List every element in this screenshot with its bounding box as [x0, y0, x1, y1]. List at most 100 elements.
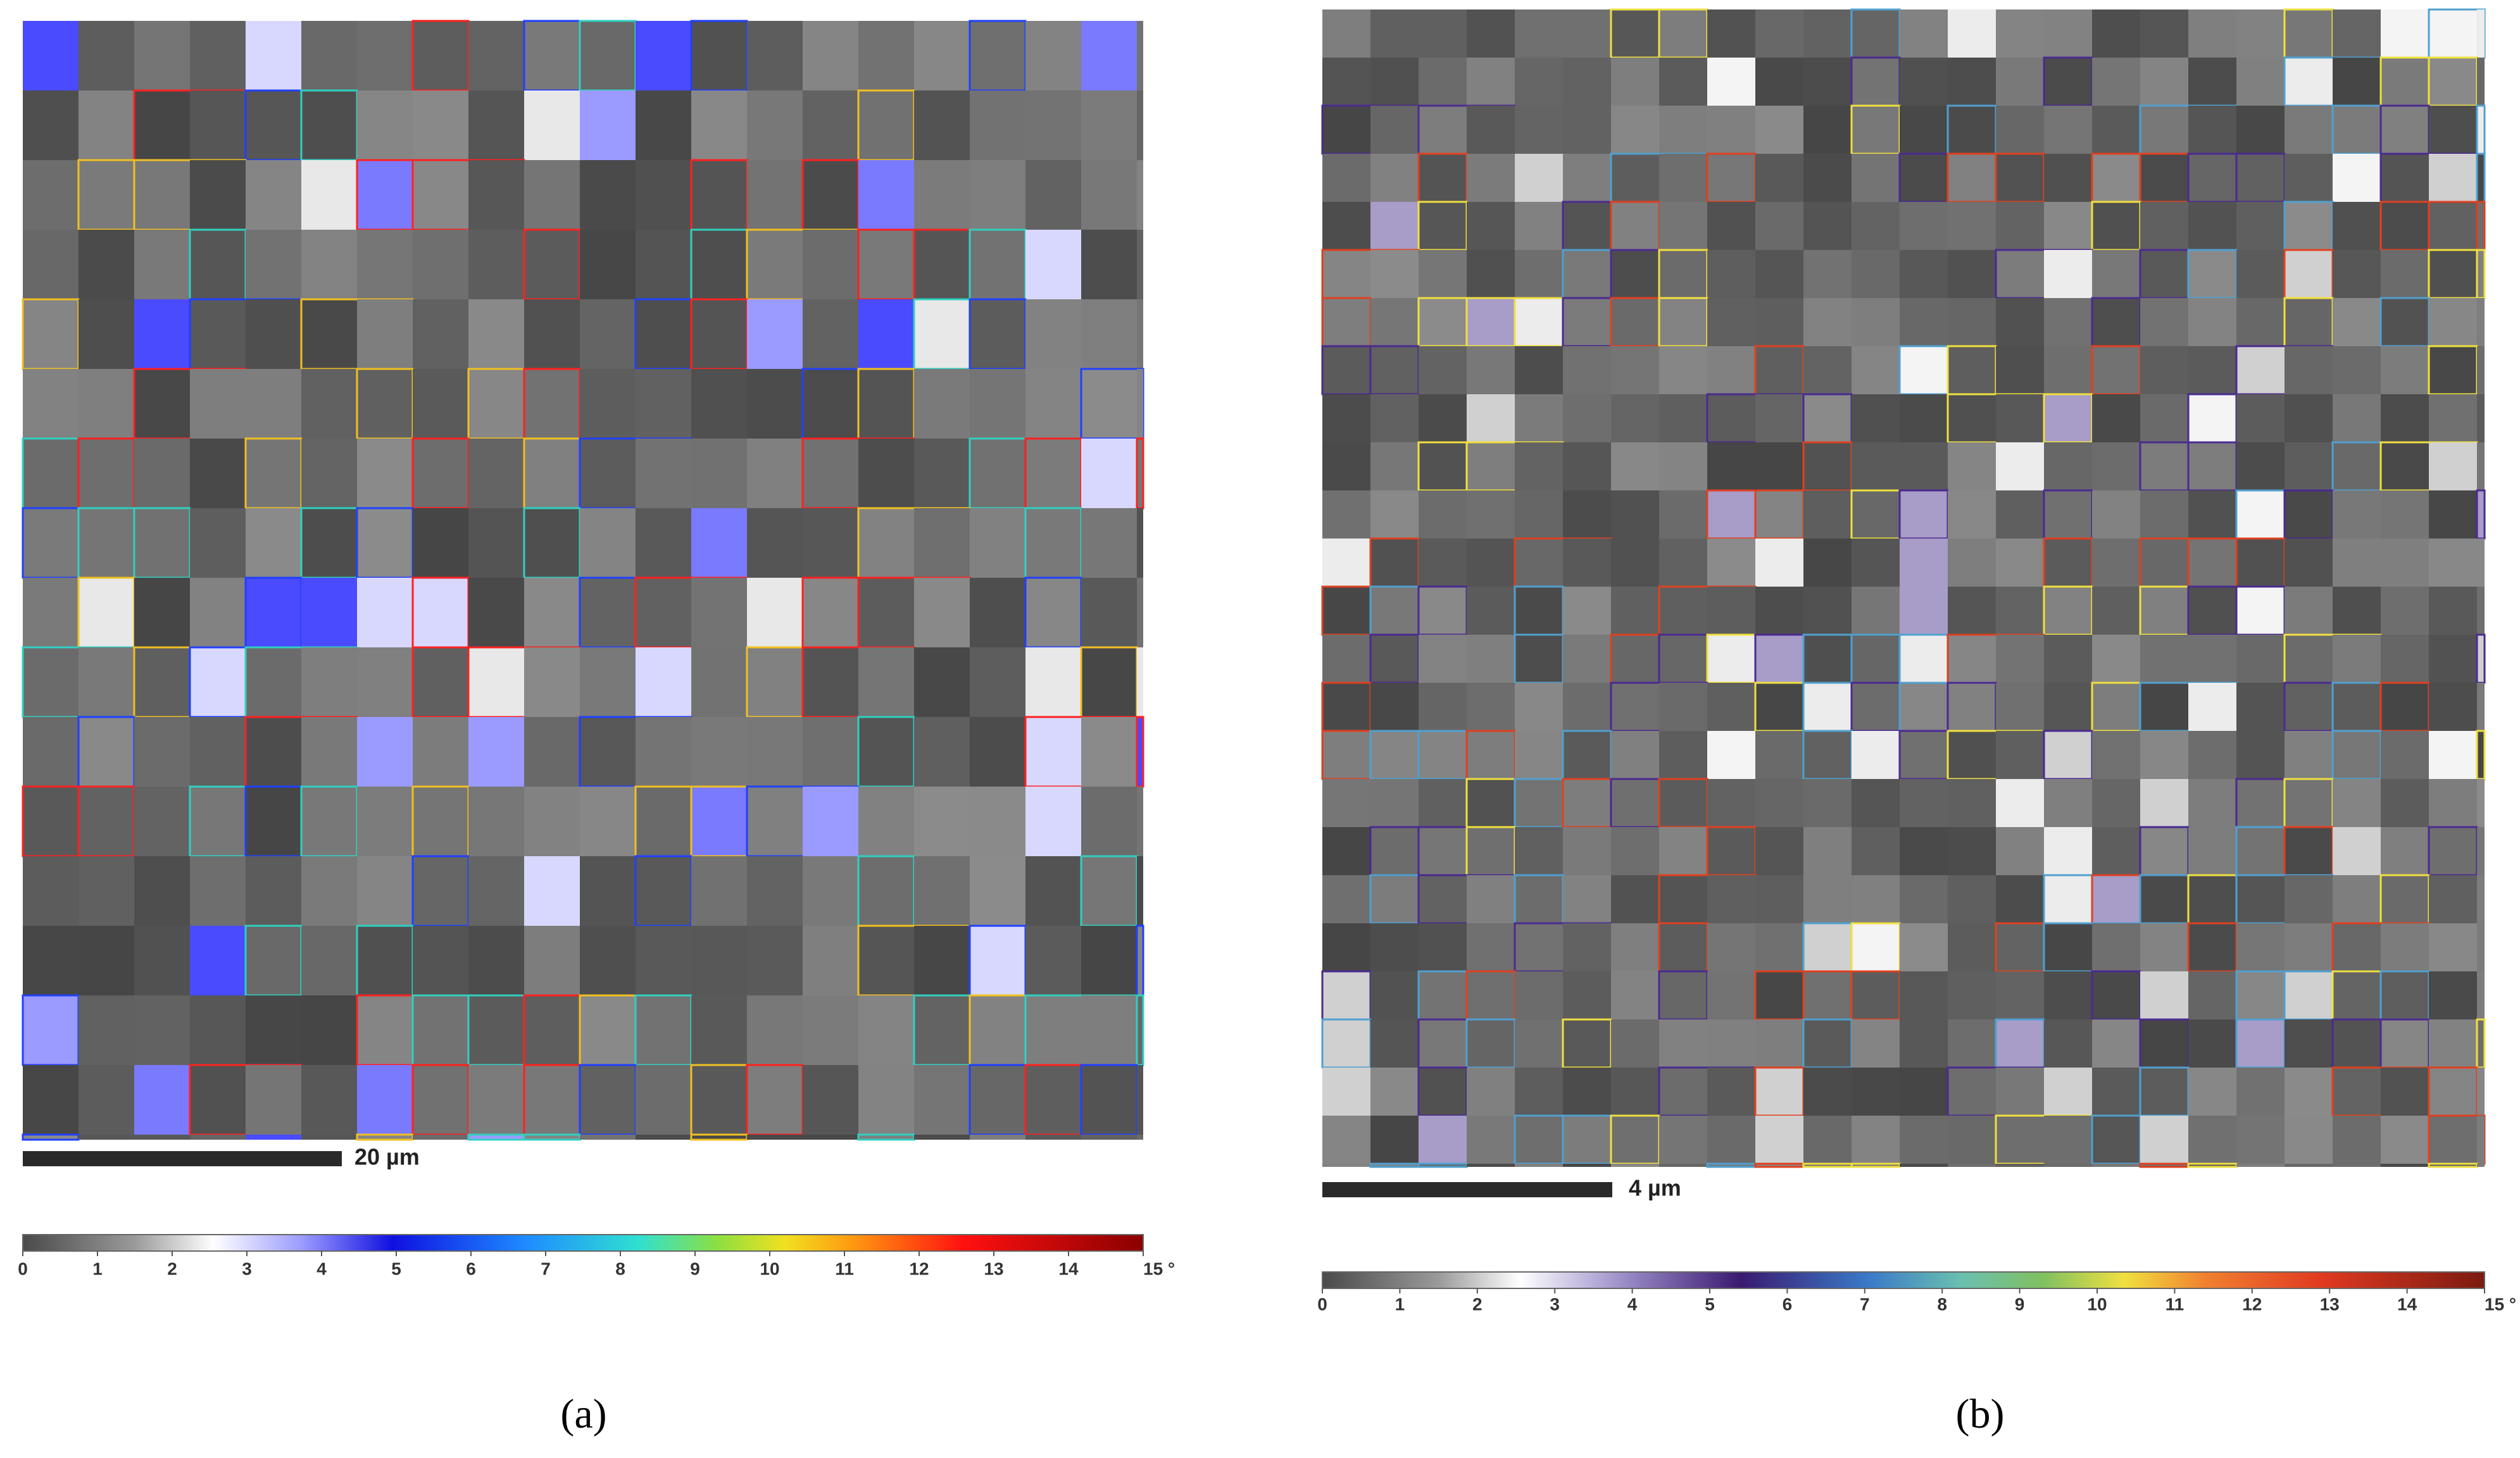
- grain: [690, 20, 748, 92]
- grain: [1707, 346, 1755, 394]
- grain: [2477, 827, 2485, 875]
- grain: [2477, 779, 2485, 827]
- grain: [1948, 9, 1996, 58]
- grain: [2187, 585, 2238, 636]
- grain: [2236, 923, 2285, 971]
- grain: [1369, 633, 1420, 684]
- grain: [2429, 1019, 2485, 1068]
- grain: [2092, 923, 2140, 971]
- grain: [2476, 489, 2486, 540]
- grain: [77, 785, 135, 857]
- grain: [1514, 633, 1564, 684]
- tick-label: 3: [242, 1259, 252, 1278]
- grain: [2477, 539, 2485, 587]
- grain: [803, 508, 858, 578]
- grain: [2236, 1068, 2285, 1116]
- grain: [1467, 587, 1515, 635]
- grain: [1946, 345, 1997, 396]
- grain: [1995, 1018, 2045, 1069]
- grain: [1080, 1064, 1138, 1136]
- tick-label: 10: [2087, 1294, 2107, 1314]
- grain: [1850, 922, 1901, 973]
- grain: [1659, 1019, 1707, 1068]
- grain: [1658, 249, 1708, 299]
- grain: [1369, 345, 1420, 396]
- grain: [1995, 153, 2045, 203]
- grain: [969, 20, 1027, 92]
- grain: [134, 21, 190, 90]
- grain: [2092, 587, 2140, 635]
- grain: [691, 717, 747, 787]
- grain: [1024, 507, 1082, 579]
- grain: [2188, 1116, 2236, 1164]
- grain: [691, 647, 747, 717]
- grain: [1515, 250, 1563, 298]
- grain: [1025, 1135, 1081, 1140]
- grain: [1563, 154, 1611, 202]
- grain: [468, 926, 524, 995]
- grain: [1514, 585, 1564, 636]
- grain: [1659, 490, 1707, 539]
- grain: [914, 647, 970, 717]
- grain: [301, 647, 357, 717]
- grain: [1563, 9, 1611, 58]
- grain: [858, 995, 914, 1065]
- grain: [1948, 202, 1996, 250]
- grain: [970, 160, 1025, 230]
- grain: [1322, 779, 1370, 827]
- grain: [1419, 394, 1467, 442]
- grain: [1024, 1064, 1082, 1136]
- grain: [1137, 787, 1143, 856]
- grain: [190, 926, 246, 995]
- grain: [1562, 201, 1612, 251]
- grain: [2477, 1068, 2485, 1116]
- grain: [1417, 1162, 1468, 1168]
- grain: [2285, 1019, 2333, 1068]
- grain: [803, 926, 858, 995]
- tick-label: 2: [1472, 1294, 1483, 1314]
- grain: [2283, 778, 2334, 828]
- grain: [2477, 923, 2485, 971]
- grain: [747, 1135, 803, 1140]
- grain: [1080, 368, 1144, 440]
- grain: [1707, 106, 1755, 154]
- grain: [1996, 442, 2044, 490]
- grain: [1852, 298, 1900, 346]
- grain: [1321, 345, 1372, 396]
- grain: [1136, 437, 1144, 509]
- grain: [2333, 298, 2381, 346]
- grain: [1803, 58, 1852, 106]
- scale-bar-label: 4 µm: [1629, 1175, 1681, 1201]
- grain: [190, 369, 246, 439]
- grain: [1465, 1018, 1516, 1069]
- grain: [190, 21, 246, 90]
- grain: [1467, 1164, 1515, 1167]
- tick-label: 2: [167, 1259, 177, 1278]
- grain: [2092, 635, 2140, 683]
- grain: [2187, 922, 2238, 973]
- grain: [970, 717, 1025, 787]
- grain: [1137, 369, 1143, 439]
- grain: [2043, 585, 2093, 636]
- grain: [23, 578, 78, 647]
- grain: [1370, 971, 1419, 1019]
- grain: [1370, 683, 1419, 731]
- grain: [2091, 201, 2141, 251]
- grain: [1852, 1116, 1900, 1164]
- tick-label: 1: [1395, 1294, 1405, 1314]
- grain: [2333, 779, 2381, 827]
- grain: [1369, 537, 1420, 588]
- tick-label: 4: [1627, 1294, 1638, 1314]
- grain: [357, 787, 413, 856]
- grain: [1465, 826, 1516, 876]
- grain: [2235, 153, 2286, 203]
- grain: [1025, 787, 1081, 856]
- grain: [411, 855, 470, 927]
- grain: [2379, 682, 2430, 732]
- grain: [2283, 297, 2334, 347]
- scale-bar-label: 20 µm: [354, 1144, 420, 1170]
- grain: [1996, 635, 2044, 683]
- grain: [2331, 1018, 2382, 1069]
- grain: [857, 716, 915, 788]
- grain: [190, 90, 246, 160]
